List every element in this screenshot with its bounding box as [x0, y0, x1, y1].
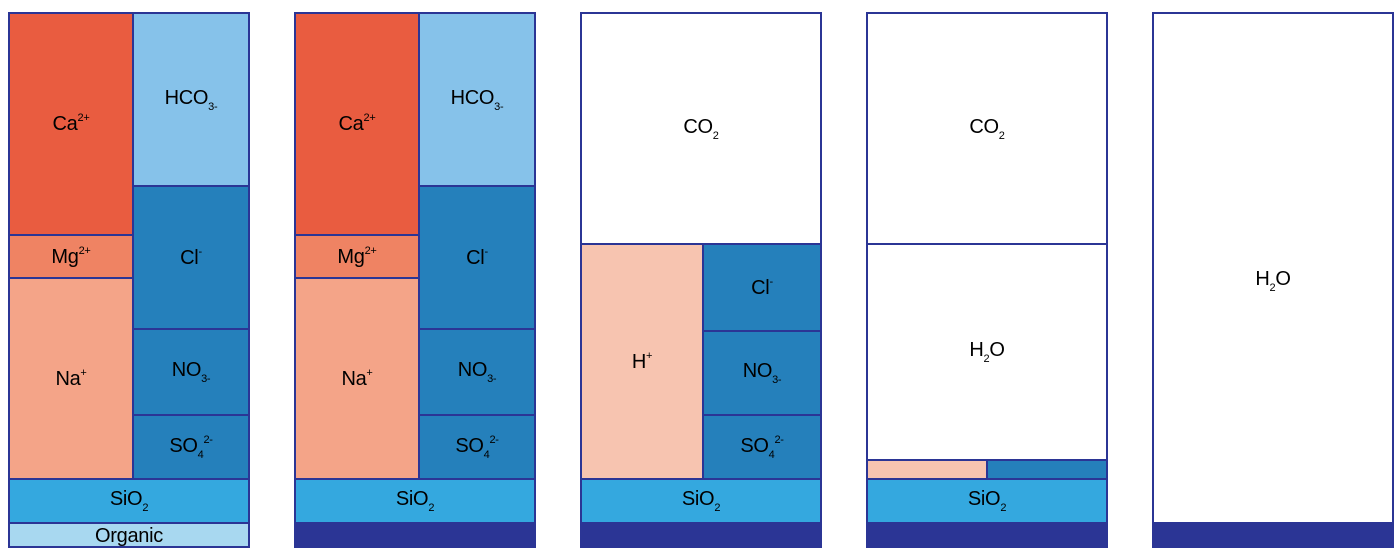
- chloride-label: Cl-: [180, 245, 202, 269]
- bicarbonate-block: HCO3-: [418, 12, 536, 187]
- sulfate-label: SO42-: [455, 433, 499, 461]
- residual-cation-block: [866, 459, 988, 480]
- column-pure-water: H2O: [1152, 12, 1394, 548]
- sulfate-block: SO42-: [702, 414, 822, 480]
- chloride-block: Cl-: [702, 243, 822, 332]
- silica-block: SiO2: [294, 478, 536, 524]
- carbon-dioxide-block: CO2: [580, 12, 822, 245]
- nitrate-block: NO3-: [702, 330, 822, 416]
- magnesium-block: Mg2+: [294, 234, 420, 279]
- sodium-label: Na+: [55, 366, 87, 390]
- calcium-label: Ca2+: [52, 112, 90, 135]
- magnesium-block: Mg2+: [8, 234, 134, 279]
- sulfate-label: SO42-: [740, 433, 784, 461]
- removed-block: [1152, 522, 1394, 548]
- hydrogen-ion-block: H+: [580, 243, 704, 480]
- calcium-label: Ca2+: [338, 112, 376, 135]
- nitrate-block: NO3-: [132, 328, 250, 416]
- chloride-label: Cl-: [751, 275, 773, 299]
- water-block: H2O: [866, 243, 1108, 461]
- bicarbonate-block: HCO3-: [132, 12, 250, 187]
- chloride-block: Cl-: [418, 185, 536, 330]
- nitrate-block: NO3-: [418, 328, 536, 416]
- chloride-block: Cl-: [132, 185, 250, 330]
- nitrate-label: NO3-: [171, 359, 211, 385]
- sulfate-label: SO42-: [169, 433, 213, 461]
- residual-anion-block: [986, 459, 1108, 480]
- sulfate-block: SO42-: [418, 414, 536, 480]
- hydrogen-ion-label: H+: [631, 349, 653, 373]
- calcium-block: Ca2+: [8, 12, 134, 236]
- silica-block: SiO2: [8, 478, 250, 524]
- removed-block: [866, 522, 1108, 548]
- carbon-dioxide-block: CO2: [866, 12, 1108, 245]
- silica-label: SiO2: [681, 488, 721, 514]
- water-label: H2O: [969, 339, 1005, 365]
- calcium-block: Ca2+: [294, 12, 420, 236]
- chloride-label: Cl-: [466, 245, 488, 269]
- bicarbonate-label: HCO3-: [450, 86, 504, 113]
- nitrate-label: NO3-: [742, 360, 782, 386]
- bicarbonate-label: HCO3-: [164, 86, 218, 113]
- sodium-block: Na+: [8, 277, 134, 480]
- silica-block: SiO2: [580, 478, 822, 524]
- organic-label: Organic: [95, 525, 163, 547]
- magnesium-label: Mg2+: [51, 244, 91, 268]
- silica-label: SiO2: [967, 488, 1007, 514]
- removed-block: [294, 522, 536, 548]
- sodium-label: Na+: [341, 366, 373, 390]
- column-after-anion-exchange: CO2 H2O SiO2: [866, 12, 1108, 548]
- nitrate-label: NO3-: [457, 359, 497, 385]
- silica-label: SiO2: [395, 488, 435, 514]
- magnesium-label: Mg2+: [337, 244, 377, 268]
- carbon-dioxide-label: CO2: [969, 115, 1005, 142]
- removed-block: [580, 522, 822, 548]
- water-block: H2O: [1152, 12, 1394, 524]
- silica-label: SiO2: [109, 488, 149, 514]
- sulfate-block: SO42-: [132, 414, 250, 480]
- sodium-block: Na+: [294, 277, 420, 480]
- silica-block: SiO2: [866, 478, 1108, 524]
- organic-block: Organic: [8, 522, 250, 548]
- water-label: H2O: [1255, 268, 1291, 294]
- carbon-dioxide-label: CO2: [683, 115, 719, 142]
- column-raw-water: Ca2+ Mg2+ Na+ HCO3- Cl- NO3- SO42- SiO2 …: [8, 12, 250, 548]
- column-after-organic-removal: Ca2+ Mg2+ Na+ HCO3- Cl- NO3- SO42- SiO2: [294, 12, 536, 548]
- column-after-cation-exchange: CO2 H+ Cl- NO3- SO42- SiO2: [580, 12, 822, 548]
